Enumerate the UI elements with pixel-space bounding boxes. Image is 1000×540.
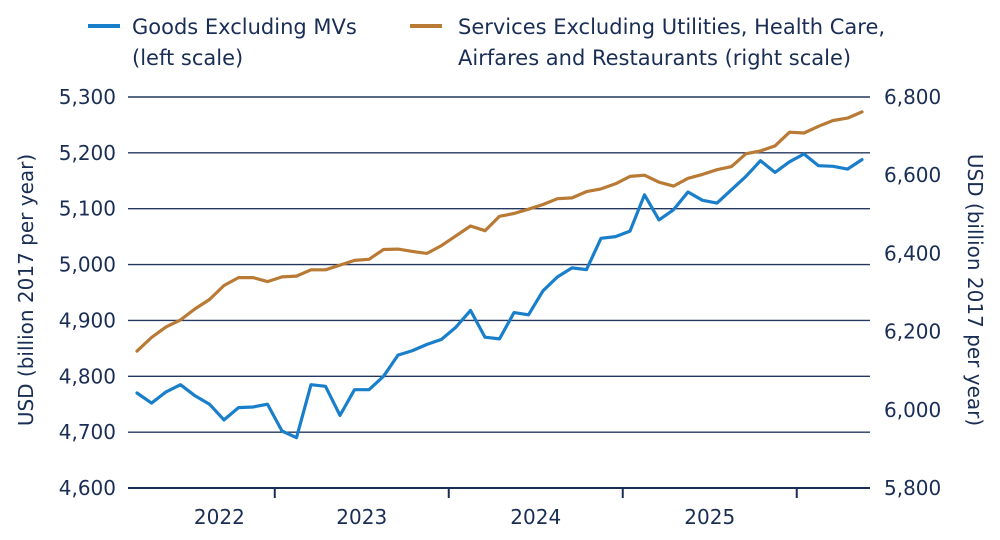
- left-tick-label: 5,100: [59, 197, 116, 221]
- right-tick-label: 6,800: [884, 85, 941, 109]
- series-line-goods: [135, 152, 864, 440]
- x-tick-label: 2025: [684, 505, 735, 529]
- x-tick-label: 2022: [194, 505, 245, 529]
- left-tick-label: 4,600: [59, 476, 116, 500]
- left-axis-ticks: 4,600 4,700 4,800 4,900 5,000 5,100 5,200 5,300: [59, 85, 116, 500]
- legend: Goods Excluding MVs (left scale) Service…: [88, 15, 885, 70]
- left-tick-label: 4,800: [59, 364, 116, 388]
- x-axis: 2022 2023 2024 2025: [194, 488, 798, 529]
- series-line-services: [135, 110, 864, 353]
- right-tick-label: 5,800: [884, 476, 941, 500]
- right-tick-label: 6,200: [884, 320, 941, 344]
- legend-label-goods-line1: Goods Excluding MVs: [132, 15, 357, 39]
- right-tick-label: 6,000: [884, 398, 941, 422]
- left-tick-label: 5,200: [59, 141, 116, 165]
- gridlines: [128, 96, 870, 489]
- right-tick-label: 6,600: [884, 163, 941, 187]
- right-tick-label: 6,400: [884, 241, 941, 265]
- legend-label-services-line1: Services Excluding Utilities, Health Car…: [458, 15, 885, 39]
- left-tick-label: 4,900: [59, 308, 116, 332]
- right-axis-title: USD (billion 2017 per year): [963, 154, 987, 426]
- right-axis-ticks: 5,800 6,000 6,200 6,400 6,600 6,800: [884, 85, 941, 500]
- left-tick-label: 4,700: [59, 420, 116, 444]
- x-tick-label: 2023: [336, 505, 387, 529]
- series-lines: [135, 110, 864, 440]
- legend-label-services-line2: Airfares and Restaurants (right scale): [458, 46, 851, 70]
- left-axis-title: USD (billion 2017 per year): [14, 154, 38, 426]
- legend-label-goods-line2: (left scale): [132, 46, 243, 70]
- x-tick-label: 2024: [510, 505, 561, 529]
- left-tick-label: 5,000: [59, 253, 116, 277]
- left-tick-label: 5,300: [59, 85, 116, 109]
